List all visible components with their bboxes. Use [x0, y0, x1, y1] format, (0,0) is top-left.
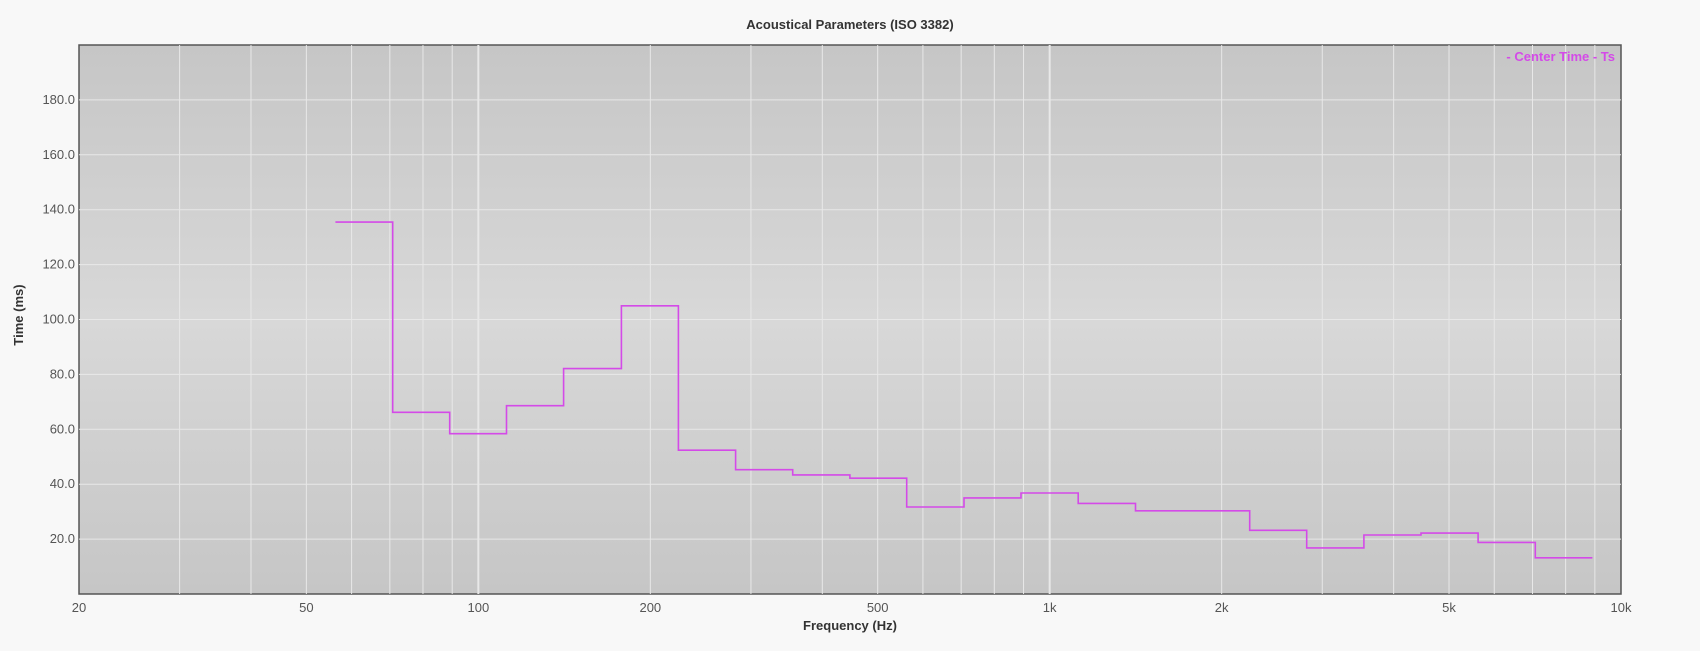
x-tick-label: 2k [1215, 600, 1229, 615]
x-tick-label: 20 [72, 600, 86, 615]
x-axis-label: Frequency (Hz) [803, 618, 897, 633]
chart-title: Acoustical Parameters (ISO 3382) [746, 17, 953, 32]
x-tick-label: 500 [867, 600, 889, 615]
y-tick-label: 180.0 [42, 92, 75, 107]
y-tick-label: 80.0 [50, 366, 75, 381]
y-tick-label: 140.0 [42, 202, 75, 217]
x-tick-label: 5k [1442, 600, 1456, 615]
y-tick-label: 60.0 [50, 421, 75, 436]
y-tick-label: 20.0 [50, 531, 75, 546]
x-tick-label: 10k [1611, 600, 1632, 615]
legend-item-center-time[interactable]: - Center Time - Ts [1506, 49, 1615, 64]
x-tick-label: 50 [299, 600, 313, 615]
y-tick-label: 40.0 [50, 476, 75, 491]
y-tick-label: 120.0 [42, 257, 75, 272]
x-tick-label: 200 [639, 600, 661, 615]
y-tick-label: 100.0 [42, 312, 75, 327]
series-layer [335, 221, 1593, 559]
x-tick-label: 100 [467, 600, 489, 615]
y-tick-label: 160.0 [42, 147, 75, 162]
y-axis-ticks: 20.0 40.0 60.0 80.0 100.0 120.0 140.0 160.0 180.… [42, 92, 75, 546]
y-axis-label: Time (ms) [11, 284, 26, 345]
x-tick-label: 1k [1043, 600, 1057, 615]
x-axis-ticks: 20 50 100 200 500 1k 2k 5k 10k [72, 600, 1632, 615]
series-line-center-time[interactable] [335, 221, 1593, 559]
